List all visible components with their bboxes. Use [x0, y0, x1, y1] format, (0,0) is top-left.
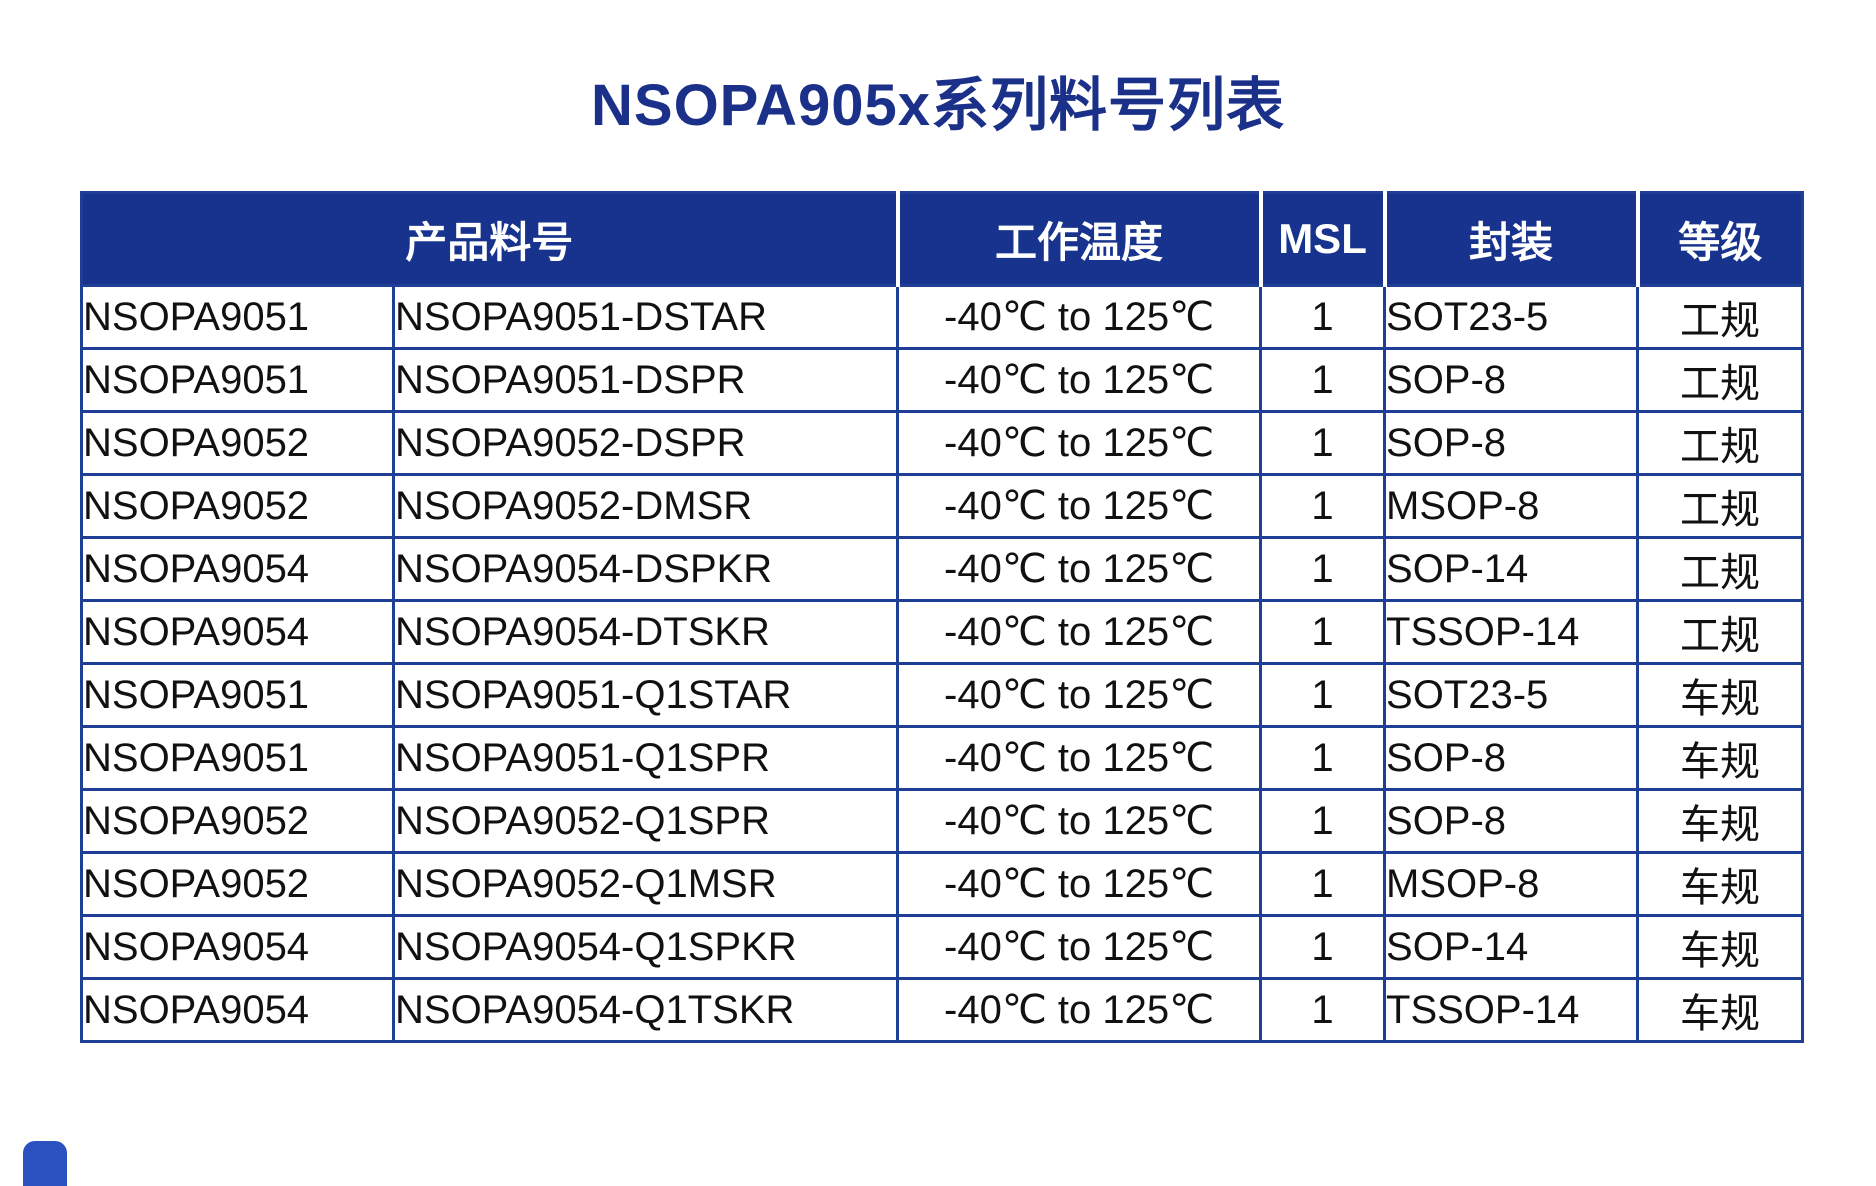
- cell-operating-temperature: -40℃ to 125℃: [896, 284, 1263, 350]
- table-row: NSOPA9051 NSOPA9051-DSTAR -40℃ to 125℃ 1 SOT…: [80, 284, 1805, 350]
- cell-package: TSSOP-14: [1383, 977, 1640, 1043]
- header-product-part-number: 产品料号: [81, 192, 900, 287]
- page-title: NSOPA905x系列料号列表: [591, 73, 1285, 138]
- table-header-row: 产品料号 工作温度 MSL 封装 等级: [81, 192, 1803, 287]
- cell-msl: 1: [1259, 851, 1387, 917]
- cell-package: SOP-8: [1383, 347, 1640, 413]
- cell-package: SOT23-5: [1383, 662, 1640, 728]
- part-number-table: 产品料号 工作温度 MSL 封装 等级 NSOPA9051 NSOPA9051-D…: [80, 191, 1805, 1043]
- cell-grade: 工规: [1636, 347, 1805, 413]
- cell-series: NSOPA9051: [80, 662, 395, 728]
- cell-package: MSOP-8: [1383, 851, 1640, 917]
- cell-msl: 1: [1259, 725, 1387, 791]
- cell-operating-temperature: -40℃ to 125℃: [896, 914, 1263, 980]
- header-grade: 等级: [1637, 192, 1803, 287]
- cell-grade: 车规: [1636, 914, 1805, 980]
- cell-grade: 工规: [1636, 410, 1805, 476]
- cell-package: MSOP-8: [1383, 473, 1640, 539]
- cell-grade: 车规: [1636, 851, 1805, 917]
- cell-msl: 1: [1259, 914, 1387, 980]
- cell-part-number: NSOPA9051-Q1STAR: [391, 662, 900, 728]
- cell-msl: 1: [1259, 662, 1387, 728]
- table-row: NSOPA9052 NSOPA9052-DSPR -40℃ to 125℃ 1 SOP-…: [80, 410, 1805, 476]
- table-row: NSOPA9052 NSOPA9052-Q1SPR -40℃ to 125℃ 1 SOP…: [80, 788, 1805, 854]
- cell-part-number: NSOPA9052-Q1SPR: [391, 788, 900, 854]
- cell-operating-temperature: -40℃ to 125℃: [896, 662, 1263, 728]
- cell-package: SOP-8: [1383, 725, 1640, 791]
- table-row: NSOPA9054 NSOPA9054-DSPKR -40℃ to 125℃ 1 SOP…: [80, 536, 1805, 602]
- cell-package: TSSOP-14: [1383, 599, 1640, 665]
- table-row: NSOPA9054 NSOPA9054-Q1SPKR -40℃ to 125℃ 1 SO…: [80, 914, 1805, 980]
- table-row: NSOPA9054 NSOPA9054-Q1TSKR -40℃ to 125℃ 1 TS…: [80, 977, 1805, 1043]
- cell-part-number: NSOPA9054-DTSKR: [391, 599, 900, 665]
- cell-operating-temperature: -40℃ to 125℃: [896, 536, 1263, 602]
- cell-grade: 车规: [1636, 788, 1805, 854]
- header-package: 封装: [1384, 192, 1640, 287]
- cell-package: SOT23-5: [1383, 284, 1640, 350]
- cell-grade: 工规: [1636, 284, 1805, 350]
- table-body: NSOPA9051 NSOPA9051-DSTAR -40℃ to 125℃ 1 SOT…: [80, 284, 1805, 1043]
- cell-msl: 1: [1259, 788, 1387, 854]
- table-row: NSOPA9051 NSOPA9051-Q1SPR -40℃ to 125℃ 1 SOP…: [80, 725, 1805, 791]
- cell-series: NSOPA9054: [80, 914, 395, 980]
- cell-series: NSOPA9051: [80, 347, 395, 413]
- cell-part-number: NSOPA9052-DSPR: [391, 410, 900, 476]
- cell-grade: 车规: [1636, 977, 1805, 1043]
- cell-part-number: NSOPA9054-DSPKR: [391, 536, 900, 602]
- cell-msl: 1: [1259, 977, 1387, 1043]
- table-row: NSOPA9054 NSOPA9054-DTSKR -40℃ to 125℃ 1 TSS…: [80, 599, 1805, 665]
- cell-series: NSOPA9052: [80, 851, 395, 917]
- cell-operating-temperature: -40℃ to 125℃: [896, 725, 1263, 791]
- header-msl: MSL: [1260, 192, 1387, 287]
- cell-operating-temperature: -40℃ to 125℃: [896, 977, 1263, 1043]
- table-row: NSOPA9052 NSOPA9052-Q1MSR -40℃ to 125℃ 1 MSO…: [80, 851, 1805, 917]
- cell-part-number: NSOPA9051-DSPR: [391, 347, 900, 413]
- cell-package: SOP-14: [1383, 914, 1640, 980]
- cell-part-number: NSOPA9052-DMSR: [391, 473, 900, 539]
- cell-grade: 车规: [1636, 662, 1805, 728]
- cell-series: NSOPA9051: [80, 725, 395, 791]
- cell-operating-temperature: -40℃ to 125℃: [896, 410, 1263, 476]
- cell-grade: 车规: [1636, 725, 1805, 791]
- cell-part-number: NSOPA9054-Q1SPKR: [391, 914, 900, 980]
- cell-series: NSOPA9054: [80, 599, 395, 665]
- table-row: NSOPA9051 NSOPA9051-DSPR -40℃ to 125℃ 1 SOP-…: [80, 347, 1805, 413]
- cell-msl: 1: [1259, 284, 1387, 350]
- cell-part-number: NSOPA9054-Q1TSKR: [391, 977, 900, 1043]
- cell-grade: 工规: [1636, 536, 1805, 602]
- cell-series: NSOPA9052: [80, 410, 395, 476]
- cell-msl: 1: [1259, 347, 1387, 413]
- cell-msl: 1: [1259, 599, 1387, 665]
- cell-operating-temperature: -40℃ to 125℃: [896, 788, 1263, 854]
- corner-decoration: [23, 1141, 67, 1186]
- cell-series: NSOPA9051: [80, 284, 395, 350]
- cell-operating-temperature: -40℃ to 125℃: [896, 851, 1263, 917]
- cell-operating-temperature: -40℃ to 125℃: [896, 473, 1263, 539]
- cell-grade: 工规: [1636, 599, 1805, 665]
- cell-series: NSOPA9052: [80, 788, 395, 854]
- cell-series: NSOPA9054: [80, 536, 395, 602]
- header-operating-temperature: 工作温度: [897, 192, 1263, 287]
- cell-package: SOP-8: [1383, 788, 1640, 854]
- table-row: NSOPA9051 NSOPA9051-Q1STAR -40℃ to 125℃ 1 SO…: [80, 662, 1805, 728]
- cell-part-number: NSOPA9051-Q1SPR: [391, 725, 900, 791]
- cell-operating-temperature: -40℃ to 125℃: [896, 347, 1263, 413]
- cell-package: SOP-8: [1383, 410, 1640, 476]
- cell-msl: 1: [1259, 410, 1387, 476]
- cell-series: NSOPA9052: [80, 473, 395, 539]
- cell-part-number: NSOPA9051-DSTAR: [391, 284, 900, 350]
- cell-msl: 1: [1259, 536, 1387, 602]
- table-row: NSOPA9052 NSOPA9052-DMSR -40℃ to 125℃ 1 MSOP…: [80, 473, 1805, 539]
- cell-series: NSOPA9054: [80, 977, 395, 1043]
- cell-operating-temperature: -40℃ to 125℃: [896, 599, 1263, 665]
- cell-msl: 1: [1259, 473, 1387, 539]
- cell-package: SOP-14: [1383, 536, 1640, 602]
- cell-grade: 工规: [1636, 473, 1805, 539]
- cell-part-number: NSOPA9052-Q1MSR: [391, 851, 900, 917]
